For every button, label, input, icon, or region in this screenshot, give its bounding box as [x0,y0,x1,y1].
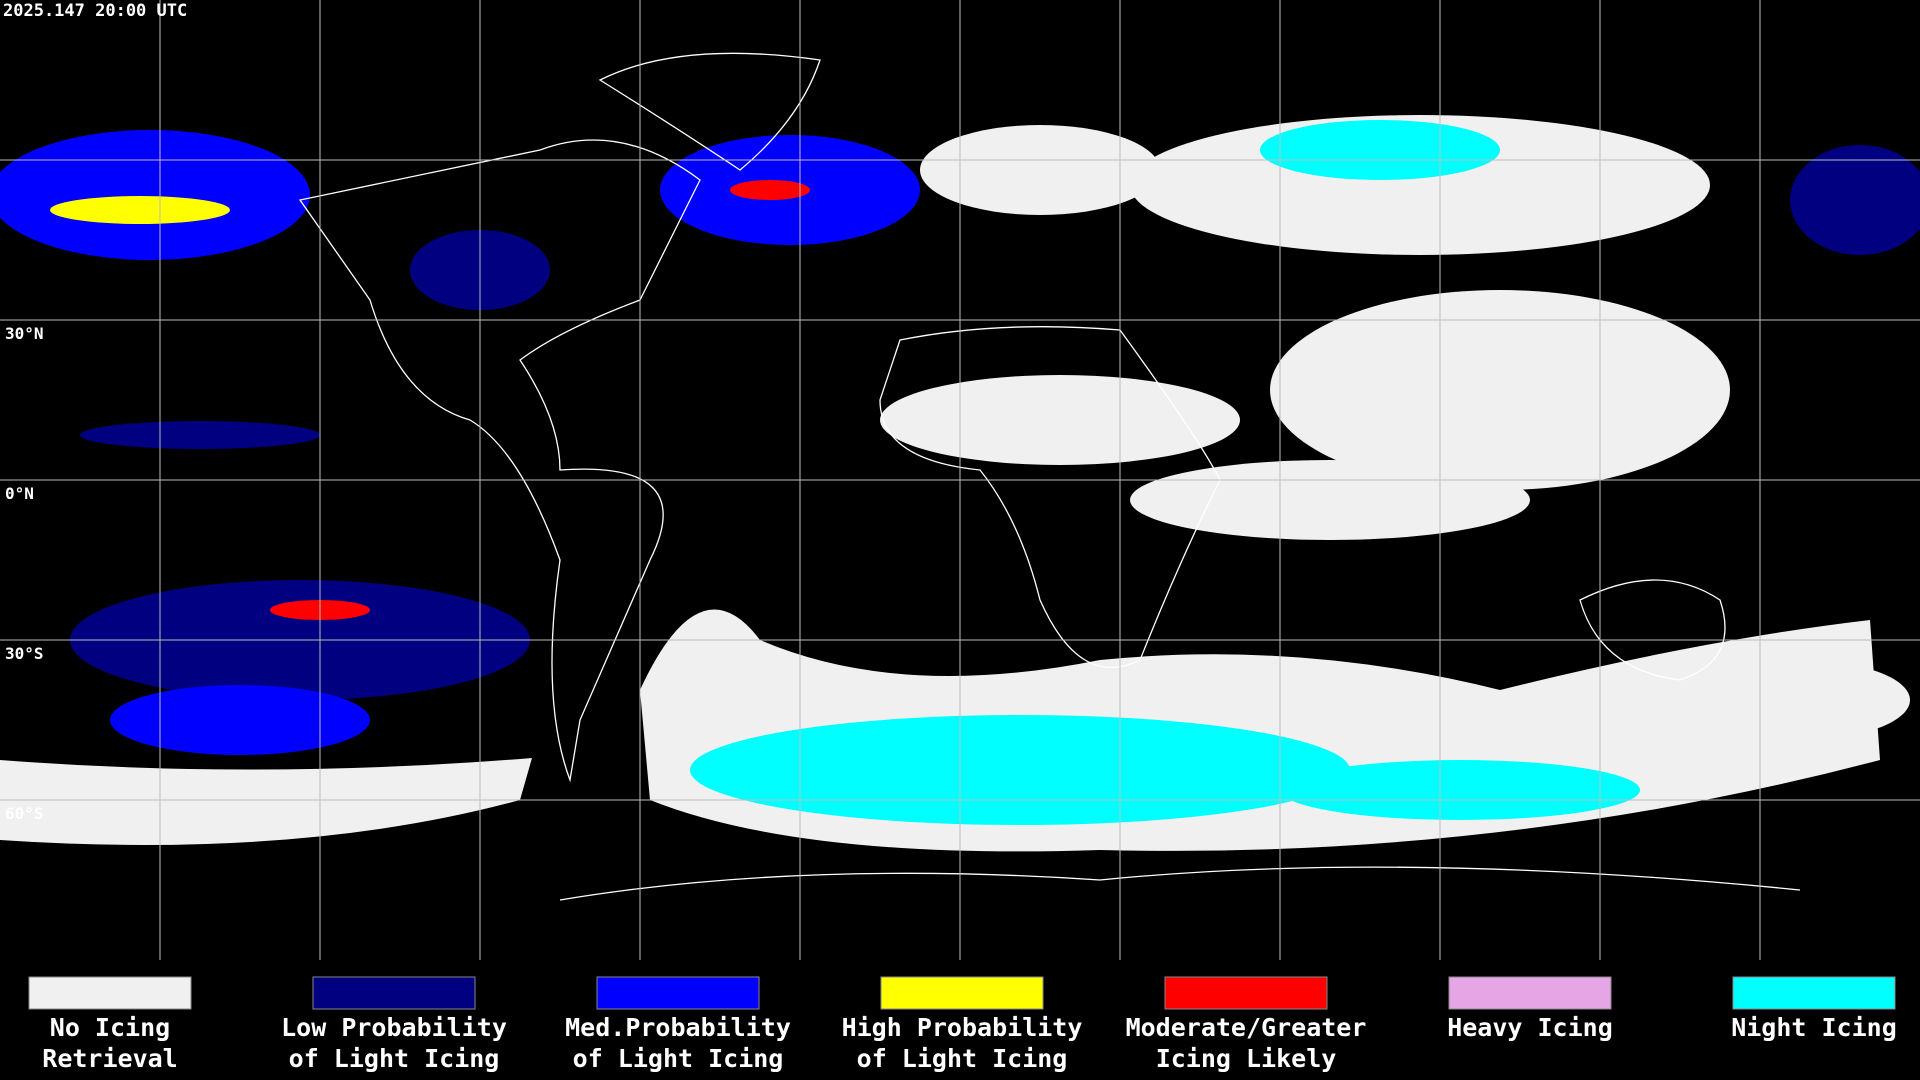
legend-swatch [596,976,760,1010]
legend-label: of Light Icing [857,1044,1068,1073]
cloud-layer [0,115,1920,852]
legend-label: High Probability [842,1013,1083,1042]
graticule [0,0,1920,960]
legend-label: Moderate/Greater [1126,1013,1367,1042]
legend-label: Med.Probability [565,1013,791,1042]
legend-swatch [880,976,1044,1010]
greenland-coast [598,52,821,171]
night-icing-area [1280,760,1640,820]
legend-swatch [28,976,192,1010]
no-icing-area [0,758,532,845]
med-icing-area [0,130,310,260]
high-icing-area [50,196,230,224]
legend-label: Night Icing [1731,1013,1897,1042]
night-icing-area [690,715,1350,825]
legend-swatch [1732,976,1896,1010]
latitude-label: 30°N [5,324,44,343]
moderate-icing-area [730,180,810,200]
low-icing-area [80,421,320,449]
no-icing-area [1690,660,1910,740]
legend-label: Retrieval [42,1044,177,1073]
legend-label: Icing Likely [1156,1044,1337,1073]
night-icing-area [1260,120,1500,180]
med-icing-area [110,685,370,755]
latitude-label: 30°S [5,644,44,663]
no-icing-area [880,375,1240,465]
timestamp: 2025.147 20:00 UTC [3,1,187,21]
legend-label: Low Probability [281,1013,507,1042]
australia-coast [1579,579,1726,681]
americas-coast [298,139,701,783]
antarctica-coast [559,866,1801,901]
legend-label: of Light Icing [573,1044,784,1073]
no-icing-area [1270,290,1730,490]
no-icing-area [1130,460,1530,540]
legend-swatch [312,976,476,1010]
coastlines [298,52,1801,901]
no-icing-area [920,125,1160,215]
low-icing-area [1790,145,1920,255]
legend-label: Heavy Icing [1447,1013,1613,1042]
legend-label: of Light Icing [289,1044,500,1073]
legend-label: No Icing [50,1013,170,1042]
legend-swatch [1164,976,1328,1010]
latitude-label: 0°N [5,484,34,503]
legend-swatch [1448,976,1612,1010]
latitude-label: 60°S [5,804,44,823]
